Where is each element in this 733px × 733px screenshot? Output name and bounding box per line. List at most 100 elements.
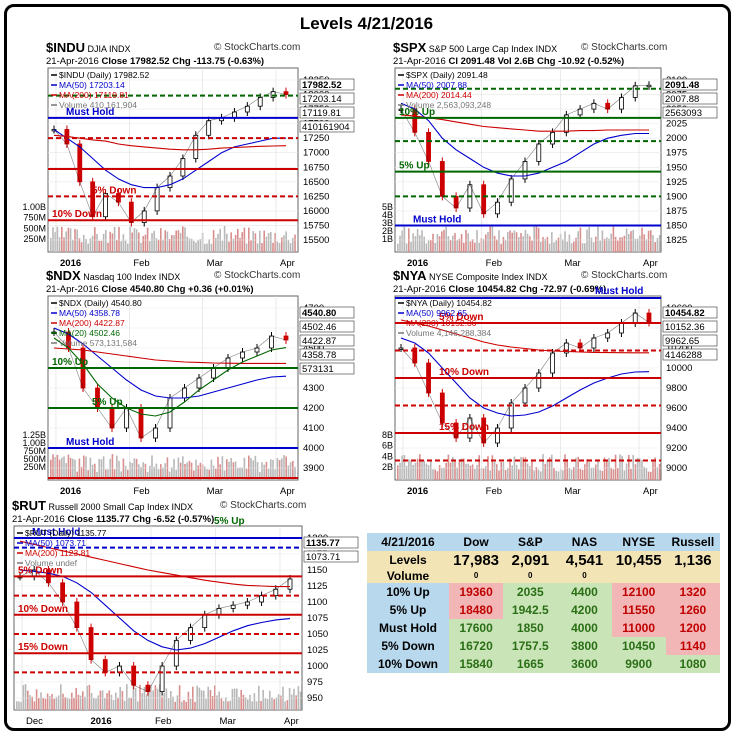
volume-bar: [537, 469, 540, 480]
y-tick-label: 950: [307, 693, 323, 704]
volume-bar: [584, 243, 586, 252]
volume-bar: [127, 469, 129, 480]
value-tag: 4422.87: [302, 336, 336, 347]
volume-bar: [436, 233, 439, 252]
volume-bar: [141, 693, 143, 710]
volume-bar: [67, 454, 70, 480]
plot-frame: [47, 67, 299, 253]
moving-average-line: [400, 319, 649, 354]
volume-bar: [564, 454, 566, 480]
volume-bar: [170, 690, 172, 710]
volume-bar: [62, 693, 64, 710]
volume-bar: [117, 697, 119, 710]
summary-levels-row: Levels 17,983 2,091 4,541 10,455 1,136: [367, 551, 720, 569]
volume-bar: [58, 459, 61, 480]
summary-level-cell: 17600: [449, 619, 504, 637]
price-candle: [211, 367, 216, 379]
volume-bar: [216, 695, 218, 710]
value-tag: 17119.81: [302, 108, 341, 119]
volume-bar: [553, 467, 555, 480]
panel-title: $NYA NYSE Composite Index INDX: [393, 268, 548, 283]
volume-bar: [237, 228, 239, 252]
y-tick-label: 1925: [666, 177, 687, 188]
volume-bar: [641, 459, 643, 480]
volume-bar: [80, 242, 83, 252]
volume-bar: [271, 697, 273, 710]
volume-bar: [544, 464, 546, 480]
summary-level-cell: 19360: [449, 583, 504, 601]
volume-bar: [210, 243, 213, 252]
x-tick-label: Feb: [133, 486, 149, 497]
volume-bar: [414, 236, 417, 252]
volume-bar: [76, 471, 78, 480]
summary-level-cell: 11000: [611, 619, 666, 637]
level-label: 5% Down: [439, 312, 483, 323]
volume-bar: [524, 457, 527, 480]
value-tag: 17982.52: [302, 80, 342, 91]
volume-bar: [412, 464, 414, 480]
volume-bar: [621, 237, 623, 252]
chart-body: 1200117511501125110010751050102510009759…: [13, 516, 359, 727]
y-tick-label: 1150: [307, 565, 327, 576]
y-tick-label: 10000: [666, 363, 692, 374]
x-tick-label: Mar: [564, 486, 580, 497]
summary-level-cell: 1942.5: [503, 601, 558, 619]
volume-bar: [109, 458, 111, 480]
volume-bar: [122, 458, 125, 480]
volume-bar: [252, 460, 254, 480]
volume-bar: [58, 237, 61, 252]
volume-bar: [226, 459, 228, 480]
volume-bar: [95, 698, 97, 710]
volume-bar: [278, 460, 281, 480]
summary-col-nas: NAS: [557, 533, 612, 551]
volume-bar: [443, 467, 445, 480]
volume-bar: [401, 230, 403, 252]
level-label: Must Hold: [413, 214, 461, 225]
volume-bar: [478, 455, 480, 480]
volume-bar: [522, 236, 524, 252]
volume-bar: [206, 469, 208, 480]
summary-level-row: Must Hold 17600 1850 4000 11000 1200: [367, 619, 720, 637]
volume-bar: [603, 457, 606, 480]
volume-bar: [588, 462, 590, 480]
volume-bar: [129, 226, 131, 252]
volume-axis-label: 500M: [23, 454, 46, 464]
volume-bar: [245, 243, 248, 252]
y-tick-label: 15750: [303, 220, 329, 231]
volume-bar: [421, 230, 423, 252]
volume-bar: [65, 463, 67, 480]
volume-bar: [130, 698, 132, 710]
volume-bar: [195, 242, 197, 252]
volume-bar: [277, 694, 280, 710]
summary-level-cell: 2035: [503, 583, 558, 601]
volume-bar: [403, 454, 406, 480]
volume-bar: [119, 686, 121, 710]
summary-levels-label: Levels: [367, 551, 449, 569]
price-candle: [453, 195, 459, 209]
legend-entry: MA(200) 17119.81: [59, 90, 129, 100]
volume-bar: [465, 229, 467, 252]
volume-bar: [601, 471, 604, 480]
summary-level-value: 10,455: [611, 551, 666, 569]
volume-bar: [577, 231, 579, 252]
volume-bar: [76, 229, 78, 252]
volume-axis-label: 250M: [23, 234, 46, 244]
volume-bar: [489, 470, 491, 480]
summary-level-cell: 15840: [449, 655, 504, 673]
volume-bar: [83, 234, 85, 252]
volume-bar: [142, 236, 144, 252]
legend-entry: $SPX (Daily) 2091.48: [406, 70, 488, 80]
value-tag-box: [662, 334, 718, 347]
volume-bar: [265, 236, 268, 252]
value-tag: 17203.14: [302, 94, 342, 105]
moving-average-line: [53, 134, 287, 151]
volume-bar: [452, 235, 454, 252]
x-tick-label: 2016: [407, 486, 428, 497]
plot-frame: [394, 67, 662, 253]
volume-bar: [35, 689, 38, 710]
panel-symbol: $NYA: [393, 268, 427, 283]
price-candle: [269, 335, 274, 349]
volume-bar: [643, 466, 645, 480]
volume-bar: [656, 238, 659, 252]
volume-bar: [445, 226, 447, 252]
